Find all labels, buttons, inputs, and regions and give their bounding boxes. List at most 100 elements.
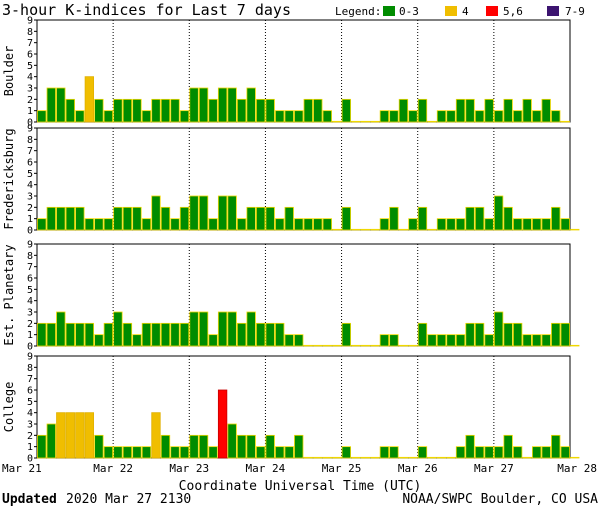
- k-index-bar: [341, 322, 351, 347]
- k-index-bar: [541, 218, 551, 231]
- y-tick-label: 6: [27, 386, 33, 397]
- k-index-bar: [351, 344, 361, 347]
- k-index-bar: [198, 195, 209, 231]
- k-index-bar: [37, 322, 47, 347]
- k-index-bar: [351, 456, 361, 459]
- k-index-bar: [503, 434, 513, 459]
- k-index-bar: [56, 206, 66, 231]
- k-index-bar: [198, 311, 209, 347]
- y-tick-label: 5: [27, 61, 33, 72]
- k-index-bar: [303, 218, 313, 231]
- k-index-bar: [141, 110, 152, 123]
- y-tick-label: 1: [27, 442, 33, 453]
- k-index-bar: [417, 446, 428, 459]
- k-index-bar: [122, 206, 133, 231]
- k-index-bar: [65, 206, 75, 231]
- y-tick-label: 0: [27, 118, 33, 129]
- k-index-bar: [503, 322, 513, 347]
- k-index-bar: [217, 87, 228, 123]
- y-tick-label: 0: [27, 454, 33, 465]
- y-tick-label: 8: [27, 27, 33, 38]
- k-index-bar: [532, 334, 542, 347]
- k-index-bar: [84, 76, 95, 123]
- y-tick-label: 3: [27, 192, 33, 203]
- k-index-bar: [512, 110, 523, 123]
- k-index-bar: [541, 446, 551, 459]
- updated-timestamp: 2020 Mar 27 2130: [66, 492, 191, 507]
- y-tick-label: 9: [27, 240, 33, 251]
- k-index-bar: [303, 98, 313, 123]
- k-index-bar: [551, 206, 561, 231]
- k-index-bar: [151, 322, 161, 347]
- k-index-bar: [465, 206, 475, 231]
- k-index-bar: [512, 322, 523, 347]
- date-tick-label: Mar 23: [169, 462, 209, 475]
- k-index-bar: [493, 446, 504, 459]
- k-index-bar: [465, 322, 475, 347]
- k-index-bar: [303, 344, 313, 347]
- k-index-bar: [294, 110, 304, 123]
- k-index-bar: [46, 87, 56, 123]
- k-index-bar: [570, 344, 580, 347]
- legend-label: Legend:: [335, 5, 381, 18]
- k-index-bar: [551, 322, 561, 347]
- k-index-bar: [560, 322, 570, 347]
- k-index-bar: [141, 322, 152, 347]
- k-index-bar: [208, 218, 218, 231]
- k-index-bar: [113, 98, 123, 123]
- y-tick-label: 3: [27, 420, 33, 431]
- y-tick-label: 0: [27, 226, 33, 237]
- k-index-bar: [122, 322, 133, 347]
- k-index-bar: [284, 206, 294, 231]
- k-index-bar: [303, 456, 313, 459]
- k-index-bar: [227, 195, 237, 231]
- k-index-bar: [132, 334, 142, 347]
- k-index-bar: [532, 110, 542, 123]
- k-index-bar: [265, 206, 275, 231]
- k-index-bar: [189, 434, 199, 459]
- k-index-bar: [493, 311, 504, 347]
- k-index-bar: [227, 87, 237, 123]
- y-tick-label: 3: [27, 308, 33, 319]
- k-index-bar: [265, 322, 275, 347]
- k-index-bar: [379, 110, 390, 123]
- k-index-bar: [541, 334, 551, 347]
- k-index-bar: [332, 456, 342, 459]
- k-index-bar: [275, 322, 285, 347]
- k-index-bar: [189, 87, 199, 123]
- k-index-bar: [227, 311, 237, 347]
- y-tick-label: 1: [27, 330, 33, 341]
- k-index-bar: [84, 412, 95, 459]
- k-index-bar: [170, 98, 180, 123]
- k-index-bar: [160, 206, 171, 231]
- k-index-bar: [179, 446, 190, 459]
- y-tick-label: 9: [27, 16, 33, 27]
- k-index-bar: [151, 98, 161, 123]
- legend: Legend: 0-3 4 5,6 7-9: [335, 5, 585, 18]
- k-index-bar: [370, 228, 380, 231]
- y-tick-label: 0: [27, 342, 33, 353]
- k-index-bar: [246, 87, 256, 123]
- k-index-bar: [256, 322, 266, 347]
- k-index-bar: [256, 446, 266, 459]
- k-index-bar: [217, 311, 228, 347]
- k-index-bar: [436, 456, 447, 459]
- station-panels: 0123456789Boulder0123456789Fredericksbur…: [2, 16, 580, 465]
- k-index-bar: [522, 456, 532, 459]
- panel-frame: [36, 355, 571, 459]
- k-index-bar: [160, 434, 171, 459]
- k-index-bar: [341, 206, 351, 231]
- k-index-bar: [56, 311, 66, 347]
- k-index-bar: [198, 434, 209, 459]
- k-index-bar: [236, 322, 247, 347]
- updated-label: Updated: [2, 492, 57, 507]
- k-index-bar: [408, 456, 418, 459]
- k-index-bar: [446, 110, 456, 123]
- k-index-bar: [265, 434, 275, 459]
- k-index-bar: [322, 344, 332, 347]
- k-index-bar: [474, 446, 485, 459]
- k-index-bar: [75, 110, 85, 123]
- panel-label: Est. Planetary: [2, 244, 16, 345]
- k-index-bar: [341, 446, 351, 459]
